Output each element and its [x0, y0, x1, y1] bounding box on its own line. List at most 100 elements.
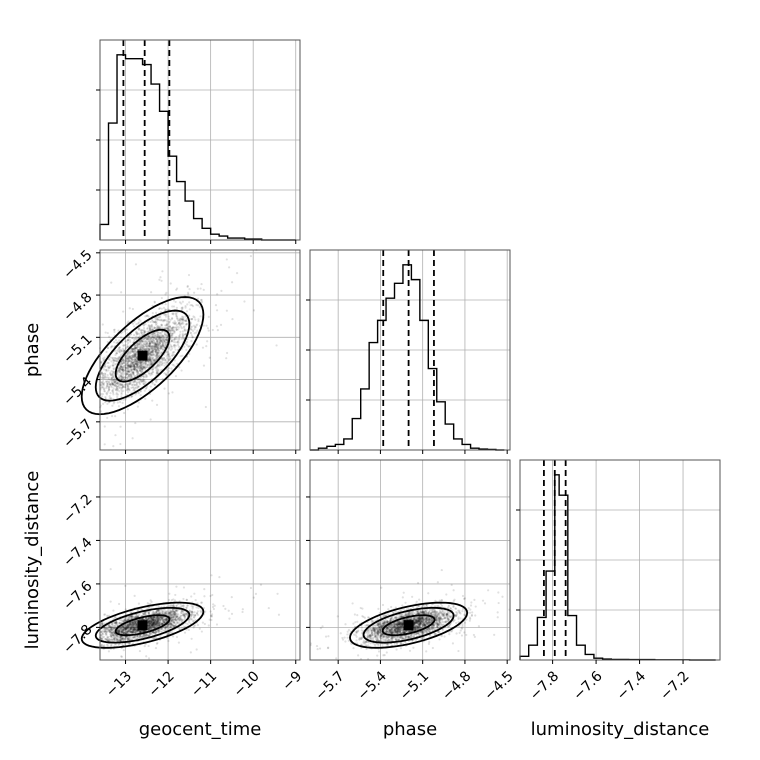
sample-point-phase_vs_geocent_time	[149, 357, 152, 360]
sample-point-phase_vs_geocent_time	[110, 369, 113, 373]
sample-point-phase_vs_geocent_time	[142, 323, 146, 326]
sample-point-phase_vs_geocent_time	[121, 368, 124, 371]
sample-point-phase_vs_geocent_time	[173, 351, 176, 354]
sample-point-phase_vs_geocent_time	[181, 322, 184, 325]
sample-point-phase_vs_geocent_time	[118, 339, 121, 342]
sample-point-phase_vs_geocent_time	[161, 335, 165, 338]
sample-point-phase_vs_geocent_time	[119, 384, 122, 387]
sample-point-phase_vs_geocent_time	[152, 340, 156, 343]
sample-point-phase_vs_geocent_time	[115, 341, 118, 345]
sample-point-phase_vs_geocent_time	[143, 330, 147, 333]
sample-point-luminosity_distance_vs_geocent_time	[227, 609, 230, 612]
sample-point-phase_vs_geocent_time	[183, 319, 187, 322]
sample-point-phase_vs_geocent_time	[230, 281, 234, 284]
sample-point-phase_vs_geocent_time	[148, 326, 152, 330]
sample-point-phase_vs_geocent_time	[141, 340, 145, 343]
sample-point-luminosity_distance_vs_geocent_time	[192, 626, 195, 629]
sample-point-phase_vs_geocent_time	[134, 421, 137, 425]
sample-point-phase_vs_geocent_time	[113, 378, 116, 381]
sample-point-phase_vs_geocent_time	[208, 356, 211, 359]
sample-point-phase_vs_geocent_time	[149, 385, 152, 388]
sample-point-phase_vs_geocent_time	[155, 343, 159, 346]
sample-point-phase_vs_geocent_time	[105, 350, 108, 354]
sample-point-phase_vs_geocent_time	[166, 336, 169, 339]
sample-point-luminosity_distance_vs_geocent_time	[259, 583, 263, 586]
sample-point-luminosity_distance_vs_geocent_time	[212, 607, 215, 611]
sample-point-phase_vs_geocent_time	[144, 323, 147, 326]
sample-point-phase_vs_geocent_time	[119, 370, 122, 373]
sample-point-phase_vs_geocent_time	[124, 346, 128, 349]
sample-point-phase_vs_geocent_time	[133, 365, 136, 368]
sample-point-phase_vs_geocent_time	[155, 340, 158, 343]
sample-point-phase_vs_geocent_time	[104, 331, 107, 334]
sample-point-luminosity_distance_vs_geocent_time	[147, 610, 150, 614]
sample-point-phase_vs_geocent_time	[156, 364, 159, 367]
sample-point-phase_vs_geocent_time	[124, 383, 127, 387]
sample-point-phase_vs_geocent_time	[117, 369, 121, 372]
sample-point-phase_vs_geocent_time	[199, 287, 202, 290]
sample-point-phase_vs_geocent_time	[136, 405, 139, 408]
sample-point-phase_vs_geocent_time	[111, 372, 114, 376]
sample-point-phase_vs_geocent_time	[147, 347, 151, 351]
sample-point-luminosity_distance_vs_geocent_time	[252, 596, 255, 599]
sample-point-phase_vs_geocent_time	[134, 358, 138, 361]
sample-point-luminosity_distance_vs_geocent_time	[176, 615, 179, 618]
sample-point-phase_vs_geocent_time	[171, 332, 174, 335]
sample-point-luminosity_distance_vs_geocent_time	[113, 624, 116, 628]
sample-point-luminosity_distance_vs_geocent_time	[174, 593, 177, 597]
sample-point-luminosity_distance_vs_geocent_time	[200, 601, 203, 604]
sample-point-phase_vs_geocent_time	[153, 342, 156, 345]
sample-point-phase_vs_geocent_time	[119, 442, 122, 446]
sample-point-phase_vs_geocent_time	[160, 334, 163, 337]
sample-point-phase_vs_geocent_time	[134, 362, 137, 366]
sample-point-phase_vs_geocent_time	[197, 320, 200, 323]
sample-point-phase_vs_geocent_time	[134, 337, 137, 340]
sample-point-phase_vs_geocent_time	[127, 388, 130, 391]
sample-point-phase_vs_geocent_time	[200, 298, 203, 302]
sample-point-luminosity_distance_vs_geocent_time	[113, 638, 116, 641]
sample-point-phase_vs_geocent_time	[179, 317, 182, 320]
sample-point-phase_vs_geocent_time	[179, 323, 182, 326]
sample-point-phase_vs_geocent_time	[162, 318, 165, 322]
sample-point-phase_vs_geocent_time	[161, 357, 164, 360]
sample-point-luminosity_distance_vs_geocent_time	[155, 642, 159, 645]
sample-point-phase_vs_geocent_time	[124, 366, 127, 369]
sample-point-phase_vs_geocent_time	[128, 307, 131, 310]
sample-point-luminosity_distance_vs_geocent_time	[118, 637, 122, 640]
sample-point-phase_vs_geocent_time	[118, 346, 121, 349]
sample-point-phase_vs_geocent_time	[127, 370, 131, 373]
sample-point-phase_vs_geocent_time	[147, 357, 151, 360]
sample-point-phase_vs_geocent_time	[129, 382, 132, 385]
sample-point-phase_vs_geocent_time	[132, 372, 135, 375]
sample-point-phase_vs_geocent_time	[170, 367, 173, 370]
sample-point-luminosity_distance_vs_geocent_time	[215, 623, 219, 626]
sample-point-phase_vs_geocent_time	[126, 408, 129, 411]
sample-point-luminosity_distance_vs_geocent_time	[128, 628, 131, 631]
sample-point-phase_vs_geocent_time	[163, 372, 166, 375]
sample-point-luminosity_distance_vs_geocent_time	[195, 606, 198, 609]
sample-point-phase_vs_geocent_time	[127, 351, 130, 354]
sample-point-phase_vs_geocent_time	[214, 304, 218, 307]
sample-point-phase_vs_geocent_time	[163, 387, 166, 390]
sample-point-phase_vs_geocent_time	[121, 366, 125, 369]
sample-point-phase_vs_geocent_time	[111, 404, 114, 407]
sample-point-phase_vs_geocent_time	[175, 287, 179, 290]
sample-point-luminosity_distance_vs_geocent_time	[161, 619, 164, 623]
sample-point-phase_vs_geocent_time	[124, 386, 127, 389]
sample-point-phase_vs_geocent_time	[108, 385, 111, 388]
sample-point-phase_vs_geocent_time	[112, 362, 115, 365]
sample-point-luminosity_distance_vs_geocent_time	[193, 592, 196, 595]
sample-point-phase_vs_geocent_time	[164, 315, 168, 318]
sample-point-phase_vs_geocent_time	[190, 334, 193, 337]
sample-point-phase_vs_geocent_time	[149, 418, 152, 421]
sample-point-phase_vs_geocent_time	[139, 339, 143, 342]
sample-point-luminosity_distance_vs_geocent_time	[173, 621, 176, 624]
sample-point-luminosity_distance_vs_geocent_time	[124, 584, 127, 587]
sample-point-phase_vs_geocent_time	[155, 322, 158, 325]
sample-point-phase_vs_geocent_time	[143, 340, 146, 344]
sample-point-phase_vs_geocent_time	[148, 328, 151, 332]
sample-point-phase_vs_geocent_time	[176, 325, 179, 328]
sample-point-luminosity_distance_vs_geocent_time	[168, 592, 171, 595]
sample-point-phase_vs_geocent_time	[134, 353, 138, 356]
sample-point-phase_vs_geocent_time	[160, 340, 163, 344]
